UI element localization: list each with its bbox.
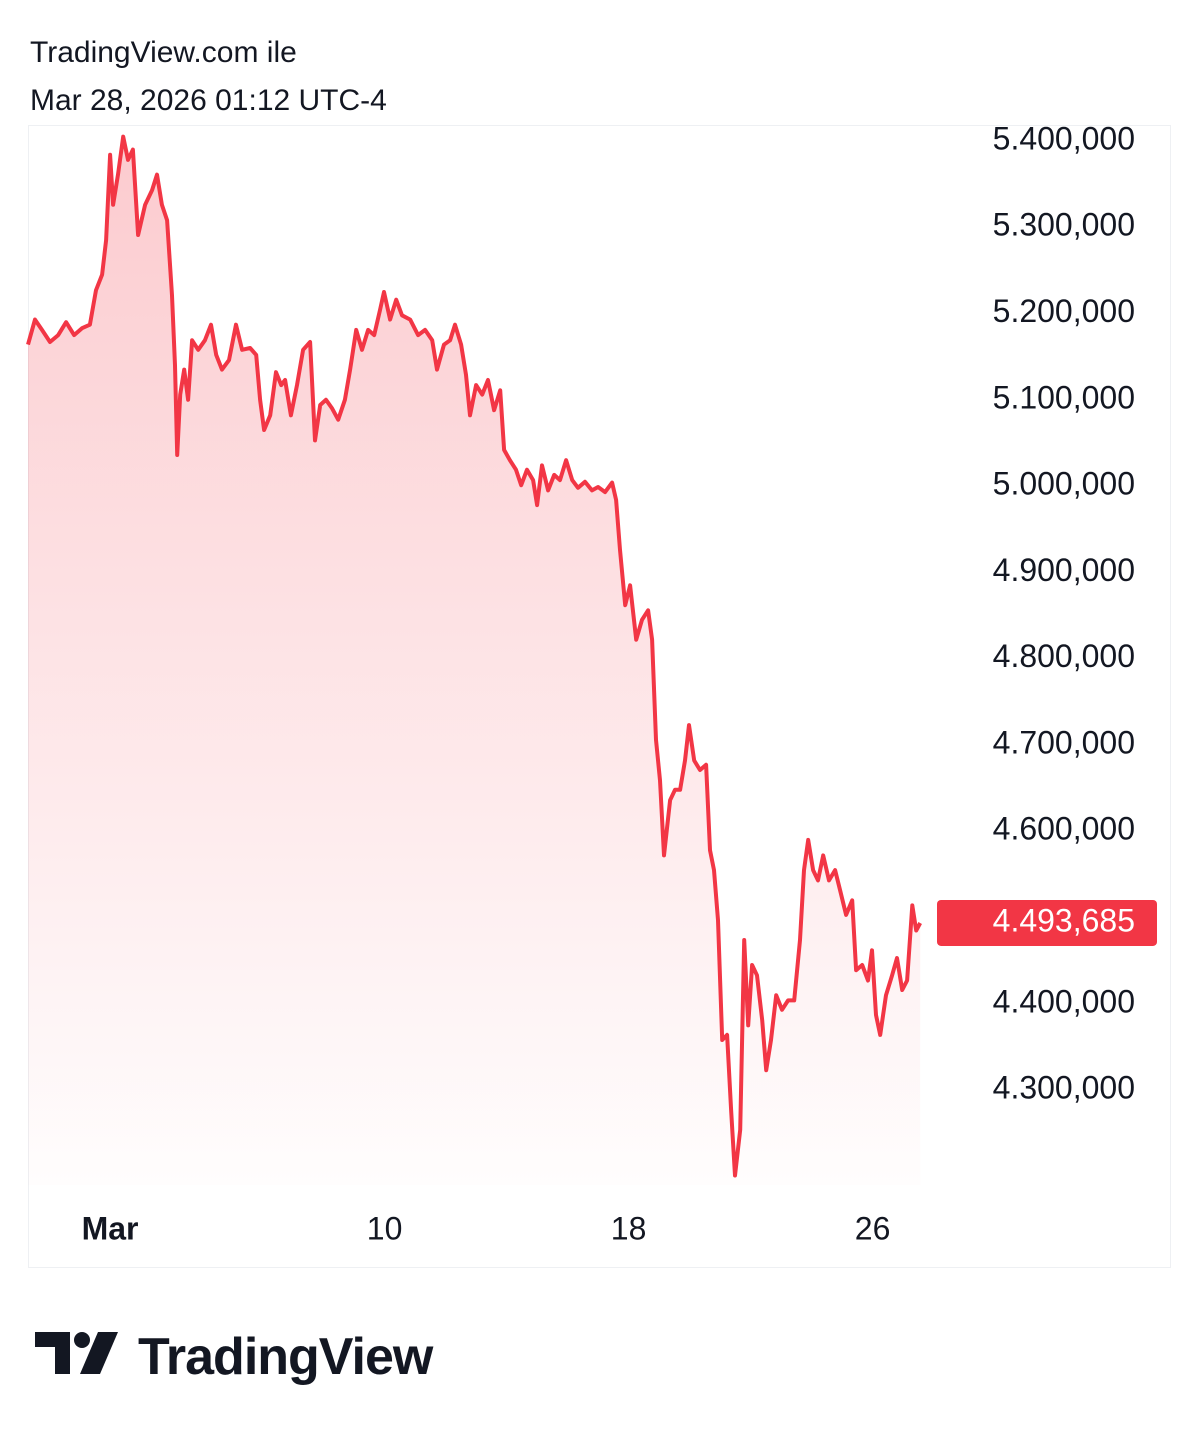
y-tick-label: 5.000,000 <box>993 466 1135 502</box>
logo-slash <box>80 1332 118 1374</box>
y-tick-label: 5.400,000 <box>993 120 1135 156</box>
y-tick-label: 5.300,000 <box>993 207 1135 243</box>
y-tick-label: 5.200,000 <box>993 293 1135 329</box>
x-tick-label: 18 <box>611 1210 647 1246</box>
y-tick-label: 4.600,000 <box>993 811 1135 847</box>
timestamp: Mar 28, 2026 01:12 UTC-4 <box>30 84 387 117</box>
x-tick-label: 26 <box>855 1210 891 1246</box>
logo: TradingView <box>35 1328 435 1386</box>
logo-mark <box>35 1332 70 1374</box>
brand-name: TradingView <box>138 1328 434 1386</box>
y-tick-label: 4.900,000 <box>993 552 1135 588</box>
last-price-label: 4.493,685 <box>993 902 1135 938</box>
x-tick-label: Mar <box>82 1210 139 1246</box>
x-tick-label: 10 <box>367 1210 403 1246</box>
y-tick-label: 4.800,000 <box>993 638 1135 674</box>
y-tick-label: 4.700,000 <box>993 724 1135 760</box>
last-price-badge <box>937 899 1157 946</box>
price-line <box>26 134 922 1178</box>
y-tick-label: 4.300,000 <box>993 1070 1135 1106</box>
source-text: TradingView.com ile <box>30 36 297 69</box>
y-tick-label: 5.100,000 <box>993 379 1135 415</box>
area-fill <box>28 136 921 1186</box>
plot: 4.300,0004.400,0004.500,0004.600,0004.70… <box>26 120 1157 1246</box>
logo-dot <box>74 1332 90 1348</box>
y-tick-label: 4.400,000 <box>993 983 1135 1019</box>
